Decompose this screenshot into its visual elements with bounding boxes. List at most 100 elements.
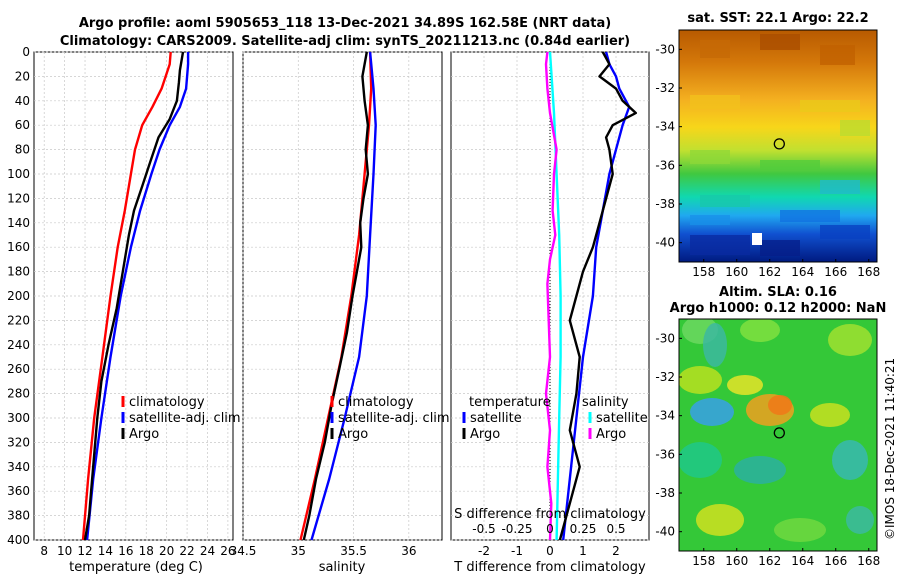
series-line-satellite-adj-clim (310, 51, 377, 541)
salinity-xlabel: salinity (319, 560, 366, 575)
lat-tick-label: -30 (655, 42, 675, 56)
depth-tick-label: 120 (7, 191, 30, 205)
sla-lat-ticks: -30 -32 -34 -36 -38 -40 (655, 331, 682, 539)
sla-patch (679, 366, 722, 394)
legend-s-satellite: satellite (596, 411, 648, 426)
series-line-satellite-adj-clim (85, 52, 190, 541)
sst-patch (690, 150, 730, 164)
s-difference-label: S difference from climatology (454, 507, 646, 522)
sst-map-title: sat. SST: 22.1 Argo: 22.2 (687, 11, 868, 26)
credit-text: ©IMOS 18-Dec-2021 11:40:21 (883, 358, 897, 540)
sla-patch (846, 506, 874, 534)
depth-tick-label: 80 (15, 143, 30, 157)
sst-patch (700, 195, 750, 207)
lat-tick-label: -34 (655, 409, 675, 423)
depth-tick-label: 280 (7, 387, 30, 401)
series-line-argo (302, 51, 370, 541)
x-tick-label: 26 (220, 544, 235, 558)
temperature-tick-labels: 8 10 12 14 16 18 20 22 24 26 (40, 544, 235, 558)
salinity-panel: 34.5 35 35.5 36 salinity climatology satell… (230, 51, 450, 575)
sst-patch (690, 235, 750, 255)
difference-legend: temperature satellite Argo salinity sate… (462, 395, 648, 442)
sst-missing-patch (752, 233, 762, 245)
sst-patch (760, 160, 820, 170)
sla-texture (679, 319, 874, 542)
lon-tick-label: 168 (857, 265, 880, 279)
temperature-series (81, 51, 190, 541)
depth-tick-label: 340 (7, 460, 30, 474)
lat-tick-label: -34 (655, 120, 675, 134)
x-tick-label: 22 (179, 544, 194, 558)
x-tick-label: 1 (579, 544, 587, 558)
sst-patch (690, 215, 730, 225)
x-tick-label: 8 (40, 544, 48, 558)
series-line-climatology (299, 51, 373, 541)
x-tick-label: 35 (291, 544, 306, 558)
salinity-series (299, 51, 377, 541)
x-tick-label: 10 (57, 544, 72, 558)
sst-patch (840, 120, 870, 136)
s-diff-tick-label: -0.25 (501, 522, 532, 536)
sst-map-frame (678, 29, 878, 263)
depth-tick-label: 100 (7, 167, 30, 181)
depth-tick-label: 380 (7, 509, 30, 523)
lat-tick-label: -38 (655, 486, 675, 500)
x-tick-label: 14 (98, 544, 113, 558)
s-diff-tick-label: 0 (546, 522, 554, 536)
sla-patch (703, 323, 727, 367)
s-difference-tick-labels: -0.5 -0.25 0 0.25 0.5 (472, 522, 625, 536)
title-line-2: Climatology: CARS2009. Satellite-adj cli… (60, 34, 630, 49)
temperature-legend: climatology satellite-adj. clim Argo (121, 395, 241, 442)
x-tick-label: 0 (546, 544, 554, 558)
depth-tick-label: 400 (7, 533, 30, 547)
sst-patch (820, 225, 870, 239)
sla-map-title-2: Argo h1000: 0.12 h2000: NaN (670, 301, 887, 316)
s-diff-tick-label: 0.5 (606, 522, 625, 536)
legend-satellite-adj: satellite-adj. clim (129, 411, 241, 426)
t-difference-xlabel: T difference from climatology (453, 560, 646, 575)
x-tick-label: 24 (200, 544, 215, 558)
sst-lat-ticks: -30 -32 -34 -36 -38 -40 (655, 42, 682, 250)
argo-location-marker (773, 427, 785, 439)
depth-tick-label: 140 (7, 216, 30, 230)
sst-patch (760, 34, 800, 50)
sla-patch (740, 319, 780, 342)
lon-tick-label: 166 (824, 554, 847, 568)
salinity-grid (242, 51, 442, 541)
t-difference-tick-labels: -2 -1 0 1 2 (478, 544, 620, 558)
x-tick-label: 18 (139, 544, 154, 558)
difference-panel: -2 -1 0 1 2 -0.5 -0.25 0 0.25 0.5 S difference f… (450, 51, 650, 575)
lon-tick-label: 164 (791, 265, 814, 279)
depth-tick-label: 40 (15, 94, 30, 108)
legend-climatology: climatology (129, 395, 205, 410)
depth-tick-labels: 0 20 40 60 80 100 120 140 160 180 200 220 240 260 280 3… (7, 45, 30, 547)
temperature-xlabel: temperature (deg C) (69, 560, 203, 575)
legend-t-satellite: satellite (470, 411, 522, 426)
lon-tick-label: 166 (824, 265, 847, 279)
sst-map: sat. SST: 22.1 Argo: 22.2 158 160 162 164 16… (655, 11, 880, 279)
lon-tick-label: 160 (725, 554, 748, 568)
lat-tick-label: -36 (655, 158, 675, 172)
lon-tick-label: 164 (791, 554, 814, 568)
lat-tick-label: -40 (655, 525, 675, 539)
sla-patch (690, 398, 734, 426)
lat-tick-label: -32 (655, 81, 675, 95)
lon-tick-label: 158 (692, 265, 715, 279)
depth-tick-label: 220 (7, 313, 30, 327)
sst-lon-ticks: 158 160 162 164 166 168 (692, 259, 880, 279)
sst-patch (820, 180, 860, 194)
s-diff-tick-label: -0.5 (472, 522, 495, 536)
argo-location-marker (773, 138, 785, 150)
sst-patch (700, 40, 730, 58)
x-tick-label: 35.5 (340, 544, 367, 558)
sla-map: Altim. SLA: 0.16 Argo h1000: 0.12 h2000:… (655, 285, 886, 568)
lat-tick-label: -30 (655, 331, 675, 345)
legend-temperature-title: temperature (469, 395, 551, 410)
depth-tick-label: 20 (15, 69, 30, 83)
depth-tick-label: 0 (22, 45, 30, 59)
depth-tick-label: 260 (7, 362, 30, 376)
lon-tick-label: 168 (857, 554, 880, 568)
title-line-1: Argo profile: aoml 5905653_118 13-Dec-20… (79, 16, 611, 31)
sla-patch (810, 403, 850, 427)
salinity-legend: climatology satellite-adj. clim Argo (330, 395, 450, 442)
